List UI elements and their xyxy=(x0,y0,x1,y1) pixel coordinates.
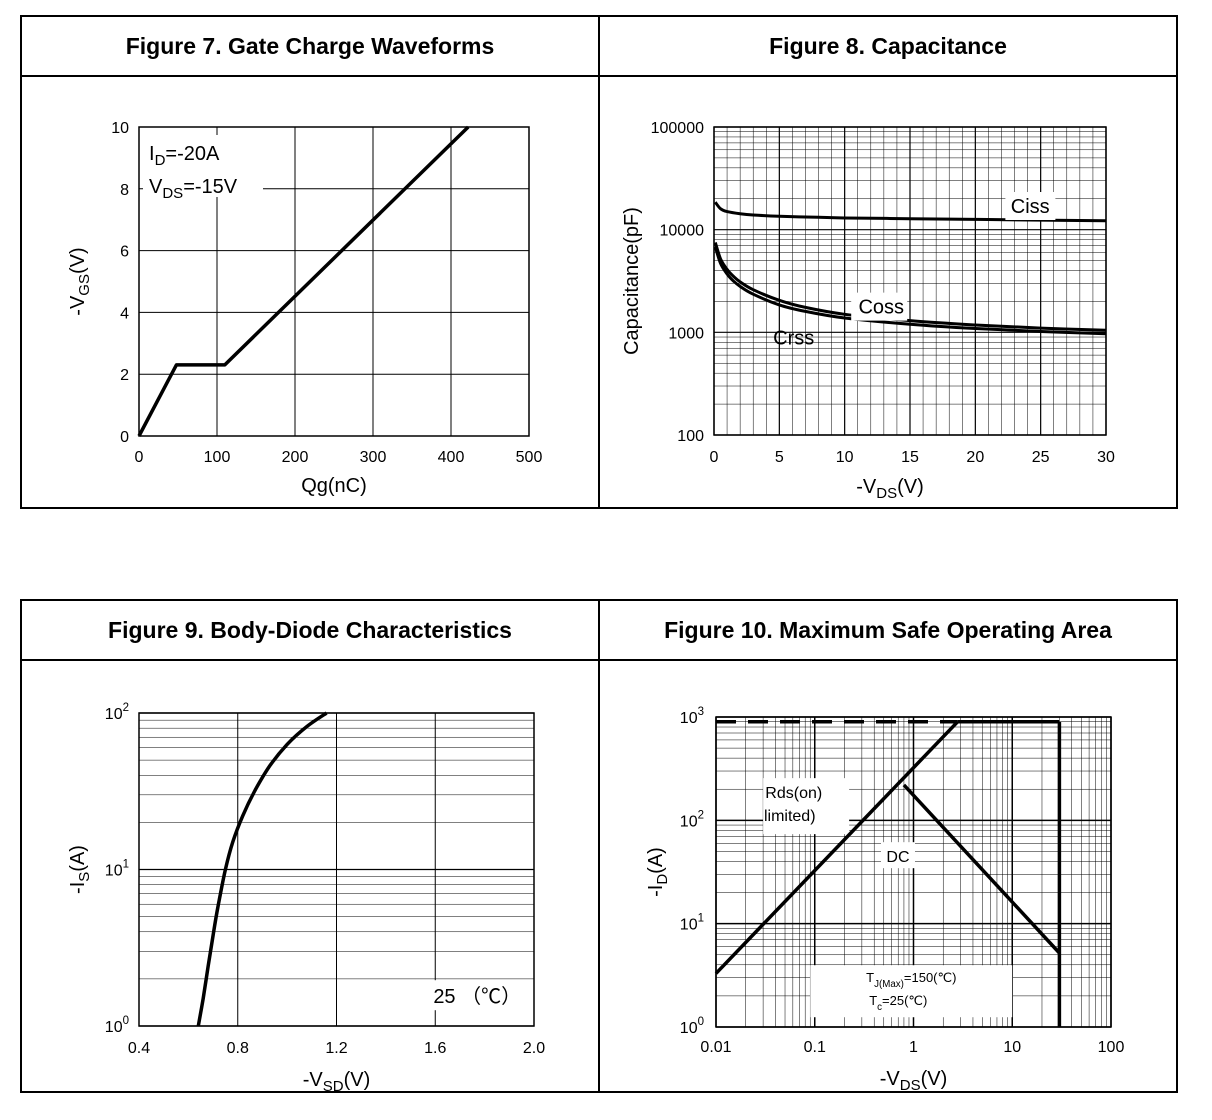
fig10-xtick-label: 10 xyxy=(1003,1039,1021,1056)
fig9-panel: 0.4 0.8 1.2 1.6 2.0 100 101 102 -VSD(V) -IS(A) 25 … xyxy=(20,659,600,1095)
fig8-xlabel: -VDS(V) xyxy=(856,476,924,502)
fig8-xtick-label: 25 xyxy=(1032,449,1050,466)
fig7-ytick-label: 0 xyxy=(120,429,129,446)
fig10-title: Figure 10. Maximum Safe Operating Area xyxy=(598,599,1178,661)
fig7-xtick-label: 300 xyxy=(360,449,387,466)
fig7-ylabel: -VGS(V) xyxy=(67,247,93,315)
fig10-condition-tj: TJ(Max)=150(℃) xyxy=(866,970,956,990)
fig10-frame xyxy=(715,716,1112,1028)
fig8-title: Figure 8. Capacitance xyxy=(598,15,1178,77)
fig8-ylabel: Capacitance(pF) xyxy=(621,207,643,355)
fig9-ylabel: -IS(A) xyxy=(67,845,93,894)
fig10-panel: Rds(on) limited) DC TJ(Max)=150(℃) Tc=25(℃) 0… xyxy=(598,659,1178,1094)
fig7-frame xyxy=(138,126,530,437)
fig10-label-rds-line2: limited) xyxy=(764,808,816,825)
fig10-dc-label-bg xyxy=(880,842,915,869)
fig8-chart: 0 5 10 15 20 25 30 100 1000 10000 100000 -VDS(V) Cap… xyxy=(621,120,1115,502)
fig10-label-dc: DC xyxy=(886,849,909,866)
fig10-xtick-label: 0.01 xyxy=(700,1039,731,1056)
fig10-ylabel: -ID(A) xyxy=(645,847,671,897)
fig7-xtick-label: 0 xyxy=(135,449,144,466)
bottom-panel-table: Figure 9. Body-Diode Characteristics Fig… xyxy=(20,599,1178,1095)
fig7-xtick-label: 400 xyxy=(438,449,465,466)
fig8-label-ciss: Ciss xyxy=(1011,196,1050,218)
fig8-ytick-label: 1000 xyxy=(668,325,704,342)
fig7-ytick-label: 8 xyxy=(120,182,129,199)
top-panel-table: Figure 7. Gate Charge Waveforms Figure 8… xyxy=(20,15,1178,509)
fig8-ytick-label: 100000 xyxy=(651,120,704,137)
fig10-ytick-label: 101 xyxy=(680,913,704,934)
fig9-xtick-label: 2.0 xyxy=(523,1040,545,1057)
fig9-xtick-label: 0.4 xyxy=(128,1040,150,1057)
fig9-series-line xyxy=(196,711,328,1027)
fig9-annotation: 25 （℃） xyxy=(433,985,521,1008)
fig10-rds-label-bg xyxy=(763,778,850,835)
fig8-xtick-label: 10 xyxy=(836,449,854,466)
fig10-ytick-label: 103 xyxy=(680,706,704,727)
fig9-xtick-label: 0.8 xyxy=(227,1040,249,1057)
fig7-ytick-label: 6 xyxy=(120,244,129,261)
fig8-ytick-label: 100 xyxy=(677,428,704,445)
fig7-panel: ID=-20A VDS=-15V 0 100 200 300 400 500 0 2 4 6 8 10 Qg… xyxy=(20,75,600,509)
fig10-condition-tc: Tc=25(℃) xyxy=(869,993,927,1013)
fig7-title: Figure 7. Gate Charge Waveforms xyxy=(20,15,600,77)
fig8-series-crss xyxy=(713,246,1107,336)
fig8-label-crss: Crss xyxy=(773,328,814,350)
fig7-ytick-label: 10 xyxy=(111,120,129,137)
fig8-frame xyxy=(713,126,1107,436)
fig7-xlabel: Qg(nC) xyxy=(301,475,367,497)
fig9-xtick-label: 1.6 xyxy=(424,1040,446,1057)
fig7-chart: ID=-20A VDS=-15V 0 100 200 300 400 500 0 2 4 6 8 10 Qg… xyxy=(67,120,543,497)
fig7-ytick-label: 4 xyxy=(120,305,129,322)
fig10-xtick-label: 100 xyxy=(1098,1039,1125,1056)
fig10-ytick-label: 100 xyxy=(680,1016,704,1037)
fig8-ytick-label: 10000 xyxy=(660,223,705,240)
fig8-ciss-label-bg xyxy=(1005,192,1056,221)
fig10-series-3 xyxy=(902,783,1061,955)
fig10-chart: Rds(on) limited) DC TJ(Max)=150(℃) Tc=25(℃) 0… xyxy=(645,706,1125,1094)
fig9-xtick-label: 1.2 xyxy=(325,1040,347,1057)
fig8-xtick-label: 20 xyxy=(966,449,984,466)
fig8-grid xyxy=(713,126,1107,436)
fig10-label-rds-line1: Rds(on) xyxy=(765,785,822,802)
fig10-xtick-label: 0.1 xyxy=(804,1039,826,1056)
fig8-xtick-label: 0 xyxy=(710,449,719,466)
fig7-xtick-label: 200 xyxy=(282,449,309,466)
fig9-ytick-label: 102 xyxy=(105,702,129,723)
fig9-annotation-bg xyxy=(415,980,502,1011)
fig9-frame xyxy=(138,712,535,1027)
fig9-grid xyxy=(138,712,535,1027)
fig8-series-coss xyxy=(713,242,1107,332)
fig8-xtick-label: 5 xyxy=(775,449,784,466)
fig7-xtick-label: 500 xyxy=(516,449,543,466)
fig9-title: Figure 9. Body-Diode Characteristics xyxy=(20,599,600,661)
fig9-chart: 0.4 0.8 1.2 1.6 2.0 100 101 102 -VSD(V) -IS(A) 25 … xyxy=(67,702,545,1095)
fig7-annotation-id: ID=-20A xyxy=(149,143,220,169)
fig7-annotation-vds: VDS=-15V xyxy=(149,176,238,202)
fig8-coss-label-bg xyxy=(851,292,908,321)
fig7-ytick-label: 2 xyxy=(120,367,129,384)
fig9-ytick-label: 100 xyxy=(105,1015,129,1036)
fig8-label-coss: Coss xyxy=(858,297,904,319)
fig7-series-line xyxy=(137,125,470,437)
fig10-xtick-label: 1 xyxy=(909,1039,918,1056)
fig10-ytick-label: 102 xyxy=(680,809,704,830)
fig8-xtick-label: 15 xyxy=(901,449,919,466)
fig7-xtick-label: 100 xyxy=(204,449,231,466)
fig10-conditions-bg xyxy=(810,965,1013,1018)
fig7-annotation-bg xyxy=(143,135,263,197)
fig10-xlabel: -VDS(V) xyxy=(880,1068,948,1094)
fig8-panel: 0 5 10 15 20 25 30 100 1000 10000 100000 -VDS(V) Cap… xyxy=(598,75,1178,509)
fig10-series-0 xyxy=(714,720,959,975)
fig9-ytick-label: 101 xyxy=(105,859,129,880)
fig8-series-ciss xyxy=(714,201,1107,223)
fig9-xlabel: -VSD(V) xyxy=(303,1069,371,1095)
fig8-xtick-label: 30 xyxy=(1097,449,1115,466)
